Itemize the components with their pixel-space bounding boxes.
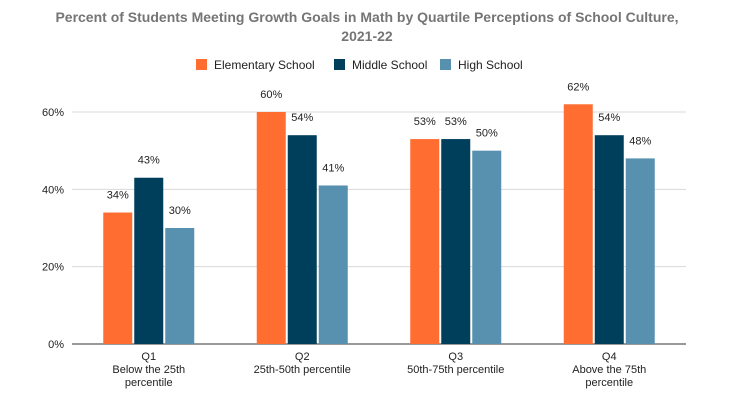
bar bbox=[256, 112, 286, 344]
data-label: 34% bbox=[107, 190, 129, 202]
bar bbox=[103, 212, 133, 344]
legend-label: Middle School bbox=[352, 58, 427, 72]
data-label: 62% bbox=[567, 81, 589, 93]
legend-label: Elementary School bbox=[214, 58, 315, 72]
bar bbox=[134, 177, 164, 344]
bar bbox=[441, 139, 471, 344]
bar bbox=[563, 104, 593, 345]
legend-label: High School bbox=[458, 58, 523, 72]
x-tick-label: percentile bbox=[585, 377, 633, 389]
bar bbox=[318, 185, 348, 344]
data-label: 43% bbox=[138, 155, 160, 167]
x-tick-label: Q1 bbox=[141, 351, 156, 363]
x-tick-label: Q4 bbox=[602, 351, 617, 363]
legend-swatch bbox=[334, 59, 345, 70]
data-label: 54% bbox=[291, 112, 313, 124]
x-tick-label: 25th-50th percentile bbox=[254, 364, 351, 376]
y-tick-label: 20% bbox=[42, 262, 64, 274]
data-label: 60% bbox=[260, 89, 282, 101]
x-tick-label: Q3 bbox=[448, 351, 463, 363]
chart-title-line: 2021-22 bbox=[341, 28, 393, 44]
bar bbox=[625, 158, 655, 344]
y-tick-label: 60% bbox=[42, 107, 64, 119]
y-tick-label: 0% bbox=[48, 339, 64, 351]
x-tick-label: Q2 bbox=[295, 351, 310, 363]
bar bbox=[410, 139, 440, 344]
y-tick-label: 40% bbox=[42, 184, 64, 196]
legend-swatch bbox=[196, 59, 207, 70]
data-label: 54% bbox=[598, 112, 620, 124]
data-label: 30% bbox=[169, 205, 191, 217]
data-label: 50% bbox=[476, 128, 498, 140]
chart-title-line: Percent of Students Meeting Growth Goals… bbox=[55, 9, 678, 25]
bar bbox=[594, 135, 624, 344]
data-label: 41% bbox=[322, 162, 344, 174]
bar bbox=[472, 150, 502, 344]
x-tick-label: percentile bbox=[125, 377, 173, 389]
x-tick-label: Below the 25th bbox=[112, 364, 185, 376]
data-label: 53% bbox=[414, 116, 436, 128]
x-tick-label: 50th-75th percentile bbox=[407, 364, 504, 376]
bar bbox=[287, 135, 317, 344]
x-tick-label: Above the 75th bbox=[572, 364, 646, 376]
data-label: 48% bbox=[629, 135, 651, 147]
bar bbox=[165, 228, 195, 344]
legend-swatch bbox=[440, 59, 451, 70]
data-label: 53% bbox=[445, 116, 467, 128]
